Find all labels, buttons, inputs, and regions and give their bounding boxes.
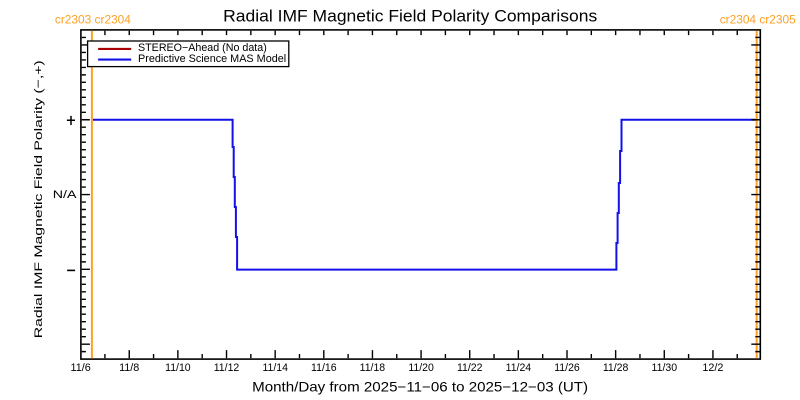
svg-text:11/22: 11/22 [457,362,483,374]
svg-text:N/A: N/A [53,189,78,201]
svg-text:11/20: 11/20 [408,362,434,374]
svg-text:11/24: 11/24 [506,362,532,374]
svg-text:11/10: 11/10 [165,362,191,374]
svg-text:11/16: 11/16 [311,362,337,374]
svg-text:11/8: 11/8 [119,362,139,374]
svg-text:Predictive Science MAS Model: Predictive Science MAS Model [138,53,286,65]
svg-text:cr2303 cr2304: cr2303 cr2304 [55,12,131,26]
svg-text:11/30: 11/30 [652,362,678,374]
svg-text:Radial IMF Magnetic Field Pola: Radial IMF Magnetic Field Polarity (−,+) [33,60,45,338]
svg-text:12/2: 12/2 [702,362,723,374]
svg-text:Radial IMF Magnetic Field Pola: Radial IMF Magnetic Field Polarity Compa… [223,8,597,26]
svg-text:11/28: 11/28 [603,362,629,374]
svg-text:11/18: 11/18 [360,362,386,374]
svg-text:11/12: 11/12 [214,362,240,374]
svg-text:cr2304 cr2305: cr2304 cr2305 [720,12,796,26]
svg-text:11/26: 11/26 [554,362,580,374]
svg-text:Month/Day from 2025−11−06 to 2: Month/Day from 2025−11−06 to 2025−12−03 … [252,380,588,395]
svg-text:STEREO−Ahead (No data): STEREO−Ahead (No data) [138,42,267,54]
svg-text:11/6: 11/6 [70,362,90,374]
svg-text:11/14: 11/14 [262,362,288,374]
